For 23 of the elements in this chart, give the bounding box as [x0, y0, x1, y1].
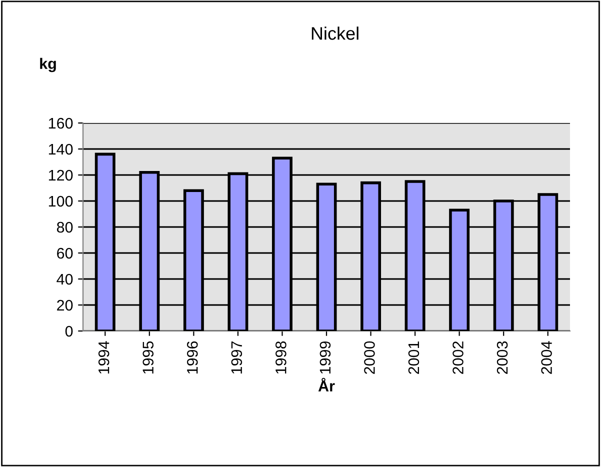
y-tick-label: 80	[56, 222, 73, 233]
x-axis-title: År	[318, 378, 335, 392]
x-tick-label: 1999	[320, 341, 331, 374]
y-tick-label: 160	[48, 118, 73, 129]
x-tick-label: 1998	[276, 341, 286, 374]
y-axis-title: kg	[40, 58, 56, 72]
x-tick-label: 2002	[452, 341, 464, 374]
x-tick-label: 2001	[408, 341, 420, 374]
chart-title: Nickel	[312, 26, 358, 40]
y-tick-label: 100	[48, 196, 73, 207]
y-tick-label: 120	[48, 170, 73, 181]
x-tick-label: 2004	[541, 341, 552, 374]
x-tick-label: 1996	[186, 341, 198, 374]
x-tick-label: 1995	[142, 341, 154, 374]
x-tick-label: 1994	[98, 341, 110, 374]
x-tick-label: 1997	[231, 341, 242, 374]
x-tick-label: 2000	[364, 341, 375, 374]
y-tick-label: 20	[57, 300, 73, 311]
y-tick-label: 140	[48, 144, 73, 155]
y-tick-label: 0	[65, 326, 73, 337]
x-tick-label: 2003	[496, 341, 508, 374]
y-tick-label: 60	[57, 248, 73, 259]
y-tick-label: 40	[56, 274, 73, 285]
